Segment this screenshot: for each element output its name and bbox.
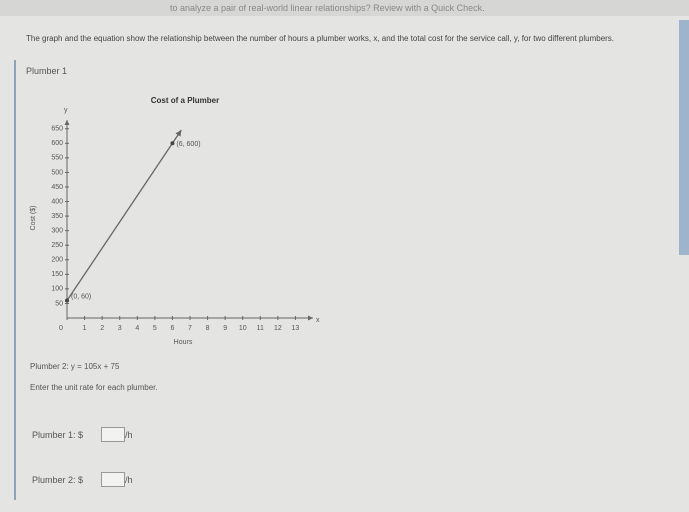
answer-unit: /h (125, 430, 133, 440)
answer-unit: /h (125, 475, 133, 485)
x-tick-label: 0 (59, 325, 63, 332)
header-title: to analyze a pair of real-world linear r… (170, 3, 485, 13)
answer-input[interactable] (101, 472, 125, 487)
plumber-2-equation: Plumber 2: y = 105x + 75 (30, 362, 120, 371)
y-tick-label: 250 (51, 242, 63, 249)
top-bar (0, 0, 689, 16)
axis-arrow (64, 120, 313, 321)
x-tick-label: 10 (239, 325, 247, 332)
line-arrow (175, 130, 182, 137)
x-tick-label: 4 (135, 325, 139, 332)
point-label: (6, 600) (176, 141, 200, 148)
x-tick-label: 9 (223, 325, 227, 332)
y-axis-name: y (64, 107, 68, 114)
answer-label: Plumber 2: $ (32, 475, 84, 485)
answer-input[interactable] (101, 427, 125, 442)
x-tick-label: 7 (188, 325, 192, 332)
plumber-1-label: Plumber 1 (26, 66, 68, 76)
left-border (14, 60, 16, 500)
x-tick-label: 6 (170, 325, 174, 332)
x-tick-label: 2 (100, 325, 104, 332)
line (66, 142, 173, 301)
x-tick-label: 11 (257, 325, 264, 332)
y-tick-label: 550 (51, 155, 63, 162)
instruction: Enter the unit rate for each plumber. (30, 383, 158, 392)
point (65, 298, 69, 303)
chart-title: Cost of a Plumber (151, 96, 219, 105)
x-tick-label: 5 (153, 325, 157, 332)
y-tick-label: 600 (51, 140, 63, 147)
y-tick-label: 150 (51, 271, 63, 278)
answer-label: Plumber 1: $ (32, 430, 84, 440)
y-tick-label: 350 (51, 213, 63, 220)
y-axis-label: Cost ($) (30, 206, 37, 231)
y-tick-label: 500 (51, 169, 63, 176)
x-tick-label: 13 (292, 325, 300, 332)
x-axis-label: Hours (174, 339, 193, 346)
y-tick-label: 50 (55, 300, 63, 307)
prompt: The graph and the equation show the rela… (26, 34, 615, 43)
x-tick-label: 12 (274, 325, 282, 332)
y-tick-label: 650 (51, 126, 63, 133)
right-panel (679, 20, 689, 255)
point-label: (0, 60) (71, 293, 91, 300)
x-tick-label: 8 (206, 325, 210, 332)
y-tick-label: 100 (51, 286, 63, 293)
y-tick-label: 300 (51, 227, 63, 234)
point (170, 141, 175, 146)
x-tick-label: 1 (83, 325, 87, 332)
x-axis-name: x (316, 317, 320, 324)
y-tick-label: 200 (51, 257, 63, 264)
y-tick-label: 450 (51, 184, 63, 191)
x-tick-label: 3 (118, 325, 122, 332)
y-tick-label: 400 (51, 198, 63, 205)
